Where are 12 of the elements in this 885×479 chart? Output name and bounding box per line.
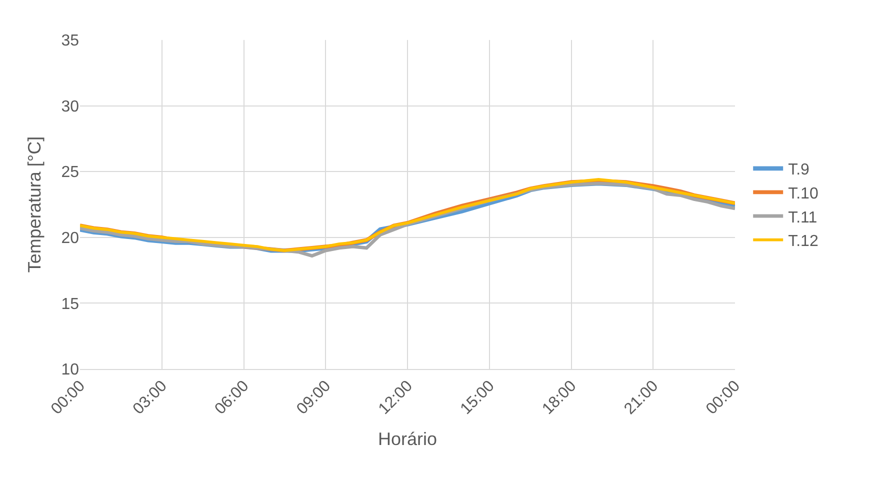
legend-label: T.12 (788, 233, 818, 250)
legend-label: T.9 (788, 162, 810, 179)
y-tick-label: 25 (61, 164, 80, 182)
legend-label: T.10 (788, 185, 818, 202)
y-tick-label: 20 (61, 230, 80, 247)
y-tick-label: 30 (61, 98, 80, 116)
y-tick-label: 35 (61, 32, 80, 50)
y-axis-title: Temperatura [°C] (24, 136, 44, 273)
legend-label: T.11 (788, 209, 818, 226)
x-axis-title: Horário (378, 429, 438, 450)
y-tick-label: 15 (61, 296, 80, 313)
y-tick-label: 10 (61, 362, 80, 379)
